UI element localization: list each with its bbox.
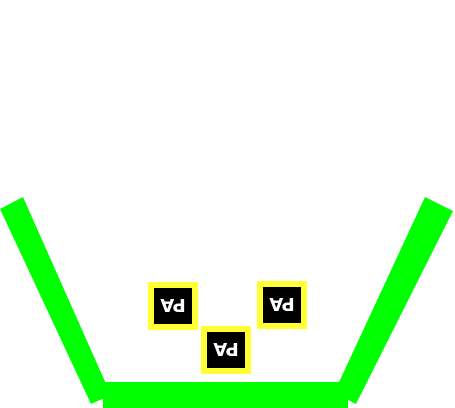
box-pa-right[interactable]: PA (257, 281, 307, 329)
box-label: PA (269, 293, 295, 314)
green-bin (0, 197, 453, 408)
bin-left-wall (0, 197, 111, 404)
bin-right-wall (334, 197, 453, 404)
box-label: PA (160, 294, 186, 315)
box-pa-center[interactable]: PA (201, 326, 251, 374)
box-body (154, 288, 192, 324)
bin-floor (103, 382, 348, 408)
box-body (207, 332, 245, 368)
box-pa-left[interactable]: PA (148, 282, 198, 330)
box-label: PA (213, 338, 239, 359)
box-body (263, 287, 301, 323)
